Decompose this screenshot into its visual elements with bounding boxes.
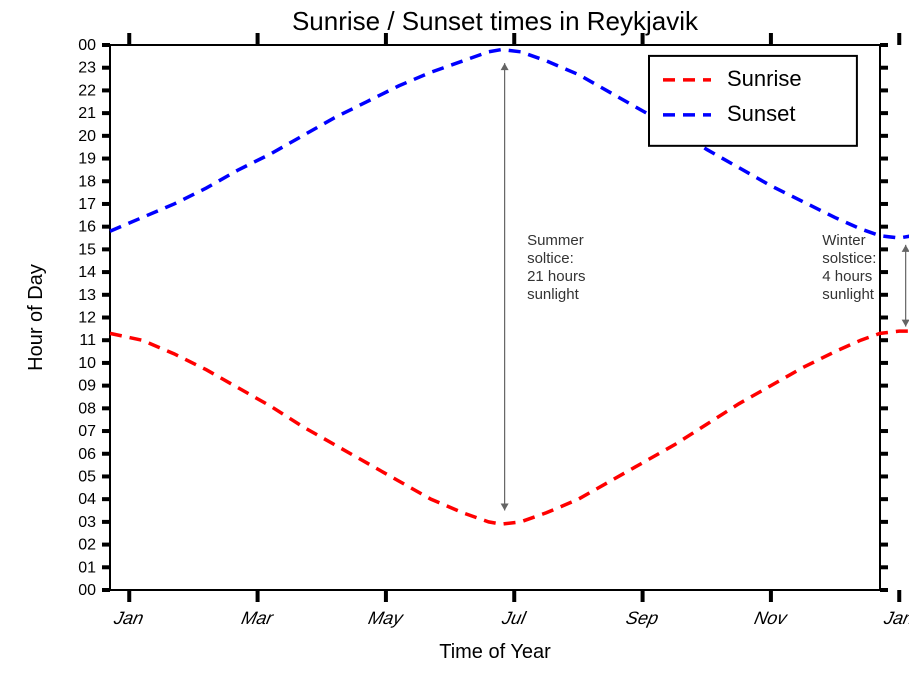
- y-tick-label: 03: [78, 514, 96, 531]
- annotation-text: sunlight: [822, 286, 875, 303]
- y-tick-label: 18: [78, 173, 96, 190]
- y-tick-label: 00: [78, 37, 96, 54]
- y-tick-label: 06: [78, 446, 96, 463]
- y-tick-label: 04: [78, 491, 96, 508]
- annotation-text: soltice:: [527, 250, 574, 267]
- y-tick-label: 09: [78, 378, 96, 395]
- y-tick-label: 05: [78, 468, 96, 485]
- y-axis-label: Hour of Day: [25, 264, 47, 371]
- annotation-text: Winter: [822, 232, 865, 249]
- annotation-text: 21 hours: [527, 268, 585, 285]
- y-tick-label: 00: [78, 582, 96, 599]
- x-axis-label: Time of Year: [439, 641, 551, 663]
- chart-container: Sunrise / Sunset times in Reykjavik 00 01 0…: [0, 0, 909, 683]
- legend-label: Sunrise: [727, 66, 802, 91]
- y-tick-label: 14: [78, 264, 96, 281]
- y-tick-label: 08: [78, 400, 96, 417]
- annotation-text: solstice:: [822, 250, 876, 267]
- y-tick-label: 20: [78, 128, 96, 145]
- y-tick-label: 17: [78, 196, 96, 213]
- legend-label: Sunset: [727, 101, 796, 126]
- chart-title: Sunrise / Sunset times in Reykjavik: [292, 6, 699, 36]
- x-tick-label: Jan: [111, 608, 145, 628]
- annotation-text: Summer: [527, 232, 584, 249]
- y-tick-label: 07: [78, 423, 96, 440]
- y-tick-label: 11: [79, 332, 96, 349]
- y-tick-label: 12: [78, 310, 96, 327]
- x-tick-label: Mar: [240, 608, 276, 628]
- y-tick-label: 02: [78, 537, 96, 554]
- annotation-text: sunlight: [527, 286, 580, 303]
- y-tick-label: 22: [78, 82, 96, 99]
- y-tick-label: 13: [78, 287, 96, 304]
- x-tick-label: Sep: [624, 608, 660, 628]
- y-tick-label: 10: [78, 355, 96, 372]
- x-tick-label: Jan: [881, 608, 909, 628]
- y-tick-label: 15: [78, 241, 96, 258]
- sunrise-sunset-chart: Sunrise / Sunset times in Reykjavik 00 01 0…: [0, 0, 909, 683]
- x-tick-label: Nov: [752, 608, 789, 628]
- y-tick-label: 19: [78, 151, 96, 168]
- y-tick-label: 16: [78, 219, 96, 236]
- annotation-text: 4 hours: [822, 268, 872, 285]
- y-tick-label: 01: [78, 559, 96, 576]
- y-tick-label: 23: [78, 60, 96, 77]
- x-tick-label: May: [366, 608, 406, 628]
- y-tick-label: 21: [78, 105, 96, 122]
